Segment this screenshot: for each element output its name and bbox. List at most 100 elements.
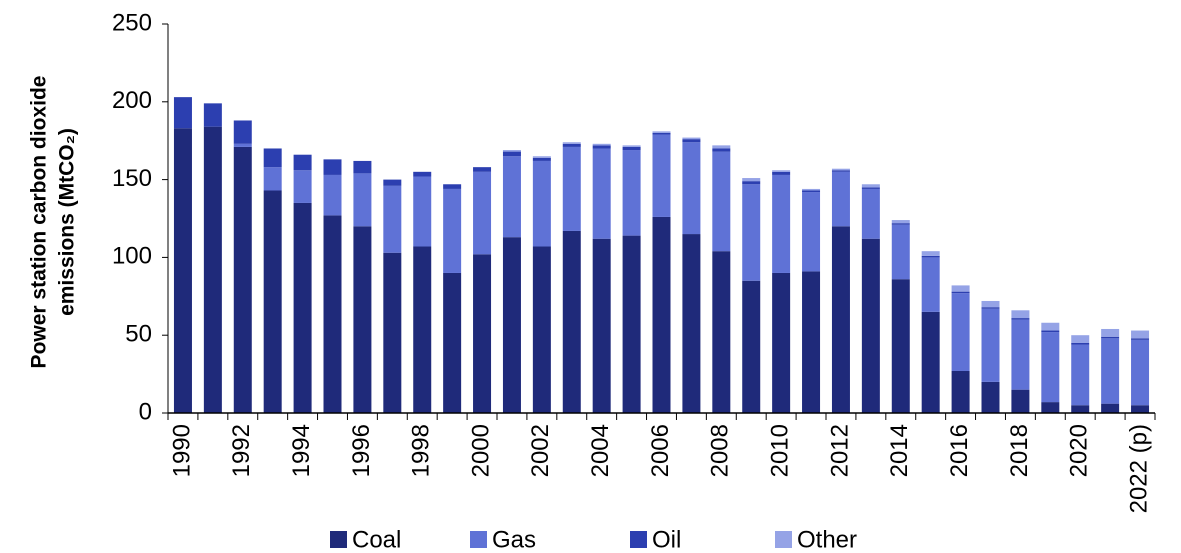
bar-segment — [742, 184, 761, 281]
bar-segment — [502, 150, 521, 152]
bar-segment — [323, 159, 342, 175]
bar-segment — [742, 280, 761, 413]
bar-segment — [562, 146, 581, 231]
x-tick-label: 2022 (p) — [1125, 424, 1152, 513]
bar-segment — [861, 238, 880, 413]
bar-segment — [921, 255, 940, 258]
y-tick-label: 100 — [112, 243, 152, 270]
bar-segment — [592, 145, 611, 149]
bar-segment — [772, 272, 791, 413]
bar-segment — [652, 132, 671, 135]
bar-segment — [861, 188, 880, 239]
bar-segment — [951, 291, 970, 294]
bar-segment — [353, 160, 372, 174]
bar-segment — [562, 230, 581, 413]
bar-segment — [652, 131, 671, 133]
bar-segment — [802, 190, 821, 193]
bar-segment — [592, 148, 611, 239]
y-axis-label: Power station carbon dioxide — [28, 76, 51, 369]
bar-segment — [1071, 342, 1090, 345]
bar-segment — [831, 168, 850, 171]
bar-segment — [831, 171, 850, 227]
bar-segment — [652, 134, 671, 217]
y-axis-label: emissions (MtCO₂) — [56, 128, 79, 316]
x-tick-label: 2012 — [826, 424, 853, 477]
bar-segment — [712, 251, 731, 413]
bar-segment — [802, 188, 821, 191]
bar-segment — [383, 252, 402, 413]
bar-segment — [951, 370, 970, 413]
bar-segment — [173, 97, 192, 129]
bar-segment — [473, 171, 492, 255]
bar-segment — [1011, 318, 1030, 320]
bar-segment — [831, 226, 850, 413]
x-tick-label: 2008 — [707, 424, 734, 477]
bar-segment — [1071, 344, 1090, 406]
bar-segment — [443, 188, 462, 273]
bar-segment — [413, 176, 432, 247]
bar-segment — [1041, 402, 1060, 413]
bar-segment — [443, 272, 462, 413]
bar-segment — [802, 192, 821, 272]
bar-segment — [682, 137, 701, 140]
bar-segment — [502, 237, 521, 413]
bar-segment — [622, 145, 641, 147]
bar-segment — [1071, 335, 1090, 343]
bar-segment — [1131, 339, 1150, 406]
bar-segment — [1041, 330, 1060, 333]
bar-segment — [891, 223, 910, 225]
bar-segment — [1011, 389, 1030, 413]
y-tick-label: 150 — [112, 165, 152, 192]
bar-segment — [831, 170, 850, 172]
bar-segment — [473, 254, 492, 413]
bar-segment — [203, 126, 222, 414]
bar-segment — [772, 174, 791, 273]
bar-segment — [891, 224, 910, 280]
bar-segment — [682, 234, 701, 413]
bar-segment — [383, 185, 402, 253]
bar-segment — [891, 220, 910, 224]
x-tick-label: 2006 — [647, 424, 674, 477]
y-tick-label: 250 — [112, 9, 152, 36]
bar-segment — [742, 181, 761, 185]
legend-swatch — [330, 531, 347, 548]
legend-label: Other — [797, 526, 857, 553]
bar-segment — [443, 184, 462, 189]
bar-segment — [891, 279, 910, 413]
bar-segment — [502, 156, 521, 238]
bar-segment — [293, 170, 312, 203]
bar-segment — [921, 257, 940, 312]
bar-segment — [981, 307, 1000, 309]
bar-segment — [981, 300, 1000, 308]
bar-segment — [263, 167, 282, 191]
legend-swatch — [470, 531, 487, 548]
bar-segment — [323, 215, 342, 413]
bar-segment — [1071, 405, 1090, 413]
bar-segment — [1041, 322, 1060, 331]
legend-swatch — [775, 531, 792, 548]
x-tick-label: 2014 — [886, 424, 913, 477]
bar-segment — [622, 235, 641, 413]
bar-segment — [861, 184, 880, 188]
bar-segment — [682, 139, 701, 143]
y-tick-label: 200 — [112, 87, 152, 114]
bar-segment — [682, 142, 701, 235]
bar-segment — [532, 156, 551, 158]
bar-segment — [712, 148, 731, 152]
bar-segment — [413, 246, 432, 413]
y-tick-label: 50 — [125, 321, 152, 348]
bar-segment — [233, 146, 252, 413]
bar-segment — [1101, 338, 1120, 404]
bar-segment — [622, 150, 641, 236]
bar-segment — [532, 157, 551, 161]
x-tick-label: 1996 — [348, 424, 375, 477]
x-tick-label: 2010 — [766, 424, 793, 477]
bar-segment — [772, 171, 791, 175]
bar-segment — [772, 170, 791, 172]
bar-segment — [1101, 336, 1120, 339]
x-tick-label: 2018 — [1006, 424, 1033, 477]
bar-segment — [592, 238, 611, 413]
x-tick-label: 2020 — [1066, 424, 1093, 477]
bar-segment — [951, 293, 970, 371]
